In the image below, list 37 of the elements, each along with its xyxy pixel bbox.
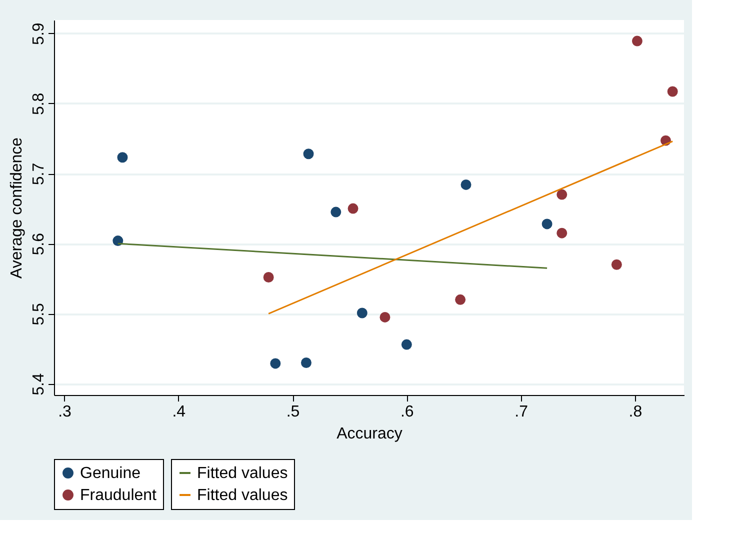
y-tick-label: 5.9 [30, 22, 48, 45]
x-tick-label: .7 [514, 404, 528, 420]
point [556, 189, 568, 200]
point [455, 294, 466, 305]
point [263, 272, 274, 282]
legend-label: Fraudulent [80, 487, 158, 504]
x-tick-label: .4 [172, 404, 186, 420]
point [117, 152, 128, 163]
legend-label: Genuine [80, 465, 141, 482]
x-tick-label: .3 [58, 404, 72, 420]
point [270, 358, 281, 369]
x-tick-label: .8 [628, 404, 642, 420]
point [667, 86, 678, 97]
y-tick-label: 5.4 [30, 373, 48, 396]
point [330, 206, 342, 218]
point [112, 236, 124, 246]
point [401, 339, 412, 350]
point [380, 312, 390, 322]
legend-label: Fitted values [197, 487, 288, 504]
point [348, 203, 358, 214]
y-axis-title: Average confidence [8, 137, 26, 279]
point [303, 148, 314, 160]
y-tick-label: 5.6 [30, 232, 48, 256]
point [460, 179, 472, 190]
x-tick-label: .5 [286, 404, 300, 420]
x-axis-title: Accuracy [336, 426, 402, 442]
point [356, 308, 368, 318]
legend-label: Fitted values [197, 465, 288, 482]
y-tick-label: 5.7 [30, 162, 48, 186]
point [300, 358, 312, 368]
point [542, 218, 552, 230]
point [611, 259, 622, 270]
x-tick-label: .6 [400, 404, 414, 420]
point [556, 228, 568, 238]
y-tick-label: 5.8 [30, 92, 48, 116]
point [632, 36, 642, 46]
y-tick-label: 5.5 [30, 302, 48, 326]
